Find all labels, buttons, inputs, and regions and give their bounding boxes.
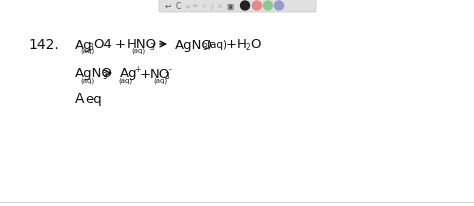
Text: +: + xyxy=(115,38,126,51)
Text: NO: NO xyxy=(150,67,170,80)
Text: (aq): (aq) xyxy=(206,40,227,50)
Text: -: - xyxy=(169,65,172,74)
Text: (aq): (aq) xyxy=(153,77,167,84)
Circle shape xyxy=(264,2,273,11)
Text: 2: 2 xyxy=(246,43,250,52)
Text: (aq): (aq) xyxy=(80,48,94,54)
FancyBboxPatch shape xyxy=(159,0,316,13)
Circle shape xyxy=(274,2,283,11)
Text: O4: O4 xyxy=(93,38,112,51)
Text: (aq): (aq) xyxy=(118,77,132,84)
Text: 3: 3 xyxy=(164,72,169,81)
Text: AgNO: AgNO xyxy=(175,38,213,51)
Text: (aq): (aq) xyxy=(80,77,94,84)
Text: 3: 3 xyxy=(88,42,93,51)
Text: C: C xyxy=(175,2,181,11)
Circle shape xyxy=(253,2,262,11)
Text: Ag: Ag xyxy=(120,67,137,80)
Text: ✳: ✳ xyxy=(201,4,207,9)
Text: +: + xyxy=(140,67,151,80)
Text: ▣: ▣ xyxy=(227,2,234,11)
Text: (aq): (aq) xyxy=(131,48,145,54)
Text: +: + xyxy=(134,65,140,74)
Text: AgNO: AgNO xyxy=(75,67,113,80)
Text: ψ: ψ xyxy=(186,4,190,9)
Circle shape xyxy=(240,2,249,11)
Text: H: H xyxy=(237,38,247,51)
Text: A: A xyxy=(218,4,222,9)
Text: 3: 3 xyxy=(149,43,154,52)
Text: A: A xyxy=(75,91,84,105)
Text: O: O xyxy=(250,38,261,51)
Text: eq: eq xyxy=(85,92,102,105)
Text: /: / xyxy=(211,4,213,9)
Text: Ag: Ag xyxy=(75,38,92,51)
Text: +: + xyxy=(226,38,237,51)
Text: HNO: HNO xyxy=(127,38,157,51)
Text: 3: 3 xyxy=(102,72,107,81)
Text: 3: 3 xyxy=(202,43,207,52)
Text: ✏: ✏ xyxy=(193,4,199,9)
Text: ↩: ↩ xyxy=(165,2,171,11)
Text: 142.: 142. xyxy=(28,38,59,52)
